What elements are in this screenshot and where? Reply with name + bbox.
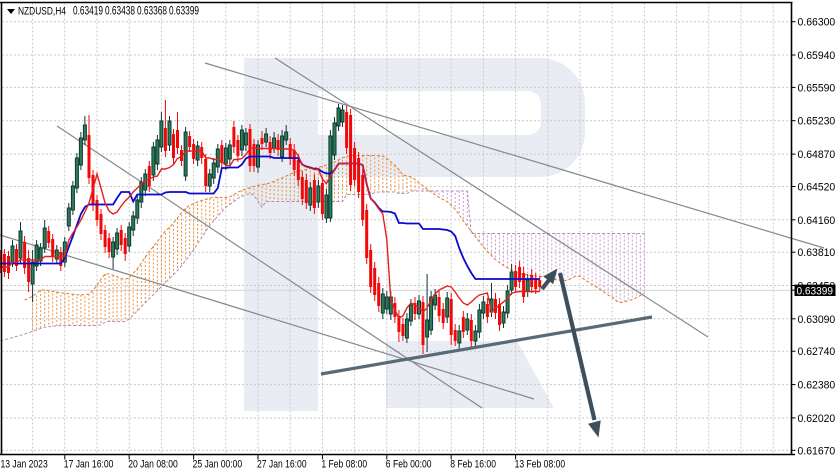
- svg-text:0.63399: 0.63399: [169, 5, 199, 18]
- svg-text:8 Feb 16:00: 8 Feb 16:00: [450, 459, 496, 471]
- svg-text:0.63399: 0.63399: [797, 285, 834, 297]
- svg-text:0.65940: 0.65940: [798, 50, 836, 62]
- svg-text:0.61670: 0.61670: [798, 445, 836, 457]
- svg-text:25 Jan 00:00: 25 Jan 00:00: [193, 459, 243, 471]
- svg-text:0.63810: 0.63810: [798, 247, 836, 259]
- svg-text:0.65590: 0.65590: [798, 82, 836, 94]
- svg-text:0.63368: 0.63368: [137, 5, 167, 18]
- svg-text:0.63438: 0.63438: [105, 5, 135, 18]
- svg-text:0.65230: 0.65230: [798, 115, 836, 127]
- svg-text:0.63090: 0.63090: [798, 314, 836, 326]
- svg-text:0.64520: 0.64520: [798, 181, 836, 193]
- svg-text:20 Jan 08:00: 20 Jan 08:00: [128, 459, 178, 471]
- svg-text:0.64870: 0.64870: [798, 149, 836, 161]
- svg-text:NZDUSD,H4: NZDUSD,H4: [18, 5, 66, 18]
- svg-text:27 Jan 16:00: 27 Jan 16:00: [257, 459, 307, 471]
- svg-text:0.62020: 0.62020: [798, 413, 836, 425]
- svg-text:6 Feb 00:00: 6 Feb 00:00: [386, 459, 432, 471]
- svg-text:0.64160: 0.64160: [798, 215, 836, 227]
- svg-text:17 Jan 16:00: 17 Jan 16:00: [64, 459, 114, 471]
- svg-text:0.62380: 0.62380: [798, 379, 836, 391]
- svg-text:0.66300: 0.66300: [798, 16, 836, 28]
- svg-text:0.62740: 0.62740: [798, 346, 836, 358]
- svg-text:13 Jan 2023: 13 Jan 2023: [1, 459, 49, 471]
- svg-text:13 Feb 08:00: 13 Feb 08:00: [515, 459, 566, 471]
- svg-text:1 Feb 08:00: 1 Feb 08:00: [321, 459, 367, 471]
- svg-text:0.63419: 0.63419: [73, 5, 103, 18]
